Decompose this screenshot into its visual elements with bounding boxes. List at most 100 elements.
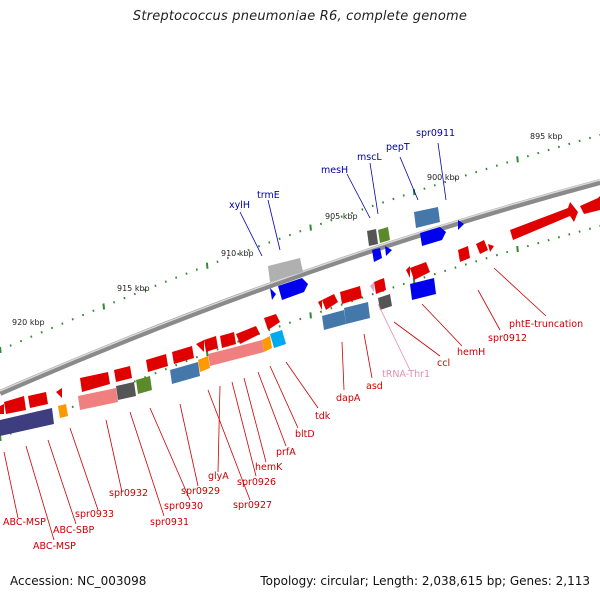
gene-arrow[interactable] xyxy=(204,336,218,352)
gene-arrow[interactable] xyxy=(114,366,132,382)
gene-arrow[interactable] xyxy=(476,240,488,254)
gene-label-spr0929[interactable]: spr0929 xyxy=(181,486,220,497)
gene-label-ccl[interactable]: ccl xyxy=(437,358,450,369)
gene-arrow[interactable] xyxy=(420,227,446,246)
gene-arrow[interactable] xyxy=(414,207,440,228)
gene-arrow[interactable] xyxy=(488,244,494,252)
gene-label-ABC-SBP[interactable]: ABC-SBP xyxy=(53,525,94,536)
gene-arrow[interactable] xyxy=(318,300,322,310)
gene-arrow[interactable] xyxy=(458,220,464,230)
gene-label-spr0930[interactable]: spr0930 xyxy=(164,501,203,512)
leader-line xyxy=(267,199,281,251)
gene-arrow[interactable] xyxy=(385,246,392,256)
gene-arrow[interactable] xyxy=(220,332,236,348)
gene-label-ABC-MSP[interactable]: ABC-MSP xyxy=(33,541,76,552)
gene-label-glyA[interactable]: glyA xyxy=(208,471,229,482)
gene-label-mesH[interactable]: mesH xyxy=(321,165,348,176)
gene-arrow[interactable] xyxy=(270,330,286,348)
gene-label-spr0931[interactable]: spr0931 xyxy=(150,517,189,528)
leader-line xyxy=(179,403,199,487)
gene-arrow[interactable] xyxy=(322,310,346,330)
gene-arrow[interactable] xyxy=(0,404,4,414)
minor-tick xyxy=(268,328,271,332)
gene-arrow[interactable] xyxy=(370,282,374,292)
minor-tick xyxy=(485,256,488,260)
gene-label-dapA[interactable]: dapA xyxy=(336,393,361,404)
minor-tick xyxy=(40,331,43,334)
gene-arrow[interactable] xyxy=(56,388,62,398)
gene-arrow[interactable] xyxy=(340,286,362,304)
minor-tick xyxy=(547,238,550,242)
gene-arrow[interactable] xyxy=(0,408,54,436)
gene-label-spr0932[interactable]: spr0932 xyxy=(109,488,148,499)
gene-label-spr0933[interactable]: spr0933 xyxy=(75,509,114,520)
gene-arrow[interactable] xyxy=(580,196,600,214)
gene-arrow[interactable] xyxy=(172,346,194,364)
gene-arrow[interactable] xyxy=(372,248,382,262)
minor-tick xyxy=(164,367,167,371)
gene-arrow[interactable] xyxy=(58,404,68,418)
gene-label-tdk[interactable]: tdk xyxy=(315,411,331,422)
gene-label-mscL[interactable]: mscL xyxy=(357,152,382,163)
gene-arrow[interactable] xyxy=(136,376,152,394)
gene-arrow[interactable] xyxy=(510,202,578,240)
minor-tick xyxy=(485,167,488,171)
minor-tick xyxy=(330,306,333,310)
gene-label-spr0912[interactable]: spr0912 xyxy=(488,333,527,344)
gene-label-hemH[interactable]: hemH xyxy=(457,347,485,358)
gene-label-prfA[interactable]: prfA xyxy=(276,447,296,458)
leader-line xyxy=(285,361,319,409)
minor-tick xyxy=(319,222,323,226)
gene-label-bltD[interactable]: bltD xyxy=(295,429,315,440)
gene-label-phtE-truncation[interactable]: phtE-truncation xyxy=(509,319,583,330)
gene-arrow[interactable] xyxy=(270,288,276,300)
gene-arrow[interactable] xyxy=(236,326,260,344)
gene-label-hemK[interactable]: hemK xyxy=(255,462,283,473)
gene-arrow[interactable] xyxy=(268,258,303,282)
gene-arrow[interactable] xyxy=(344,302,370,324)
gene-arrow[interactable] xyxy=(410,262,430,280)
gene-arrow[interactable] xyxy=(378,227,390,243)
gene-arrow[interactable] xyxy=(410,278,436,300)
gene-label-ABC-MSP[interactable]: ABC-MSP xyxy=(3,517,46,528)
gene-arrow[interactable] xyxy=(196,340,204,352)
gene-arrow[interactable] xyxy=(367,229,378,246)
gene-label-trmE[interactable]: trmE xyxy=(257,190,280,201)
gene-label-spr0927[interactable]: spr0927 xyxy=(233,500,272,511)
gene-arrow[interactable] xyxy=(322,294,338,310)
minor-tick xyxy=(81,313,85,317)
gene-arrow[interactable] xyxy=(116,382,136,400)
gene-label-asd[interactable]: asd xyxy=(366,381,383,392)
minor-tick xyxy=(568,233,571,236)
gene-arrow[interactable] xyxy=(378,294,392,310)
gene-label-spr0926[interactable]: spr0926 xyxy=(237,477,276,488)
gene-arrow[interactable] xyxy=(278,278,308,300)
gene-label-pepT[interactable]: pepT xyxy=(386,142,410,153)
gene-arrow[interactable] xyxy=(208,340,264,366)
gene-arrow[interactable] xyxy=(170,362,200,384)
minor-tick xyxy=(237,252,240,256)
gene-arrow[interactable] xyxy=(4,396,26,414)
gene-arrow[interactable] xyxy=(146,354,168,372)
leader-line xyxy=(243,377,267,463)
minor-tick xyxy=(371,204,374,208)
gene-arrow[interactable] xyxy=(264,314,280,330)
minor-tick xyxy=(195,355,198,359)
gene-arrow[interactable] xyxy=(80,372,110,392)
map-title: Streptococcus pneumoniae R6, complete ge… xyxy=(132,9,468,24)
gene-arrow[interactable] xyxy=(28,392,48,408)
gene-arrow[interactable] xyxy=(458,246,470,262)
minor-tick xyxy=(454,266,457,269)
minor-tick xyxy=(381,201,385,204)
minor-tick xyxy=(547,148,550,152)
gene-label-tRNA-Thr1[interactable]: tRNA-Thr1 xyxy=(382,369,430,380)
gene-label-spr0911[interactable]: spr0911 xyxy=(416,128,455,139)
gene-arrow[interactable] xyxy=(406,266,410,278)
gene-arrow[interactable] xyxy=(198,356,210,372)
gene-arrow[interactable] xyxy=(374,278,386,294)
gene-arrow[interactable] xyxy=(78,388,118,410)
gene-arrow[interactable] xyxy=(262,336,272,352)
scale-labels: 920 kbp 915 kbp 910 kbp 905 kbp 900 kbp … xyxy=(12,132,563,327)
gene-label-xylH[interactable]: xylH xyxy=(229,200,250,211)
leader-line xyxy=(3,451,19,519)
